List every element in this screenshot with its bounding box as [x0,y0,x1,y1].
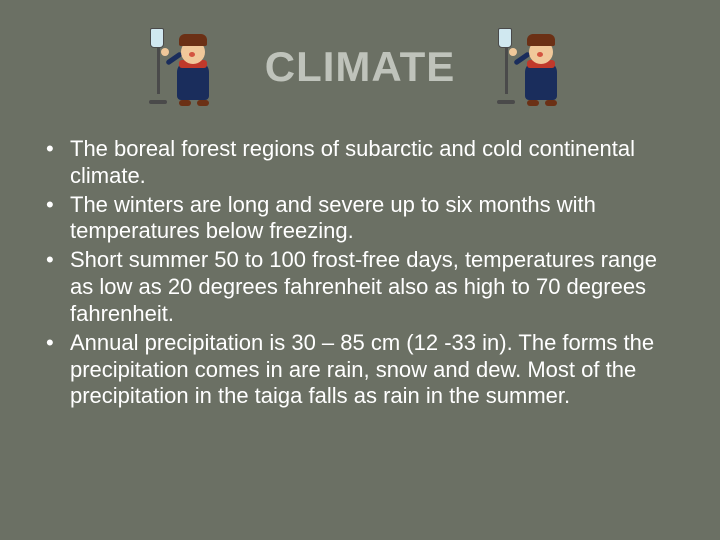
sick-person-iv-icon [495,28,573,106]
title-row: CLIMATE [0,0,720,118]
list-item: The boreal forest regions of subarctic a… [40,136,680,190]
slide-title: CLIMATE [265,43,456,91]
list-item: The winters are long and severe up to si… [40,192,680,246]
list-item: Short summer 50 to 100 frost-free days, … [40,247,680,327]
slide-content: The boreal forest regions of subarctic a… [0,118,720,410]
list-item: Annual precipitation is 30 – 85 cm (12 -… [40,330,680,410]
clipart-left [147,28,225,106]
bullet-list: The boreal forest regions of subarctic a… [40,136,680,410]
clipart-right [495,28,573,106]
sick-person-iv-icon [147,28,225,106]
